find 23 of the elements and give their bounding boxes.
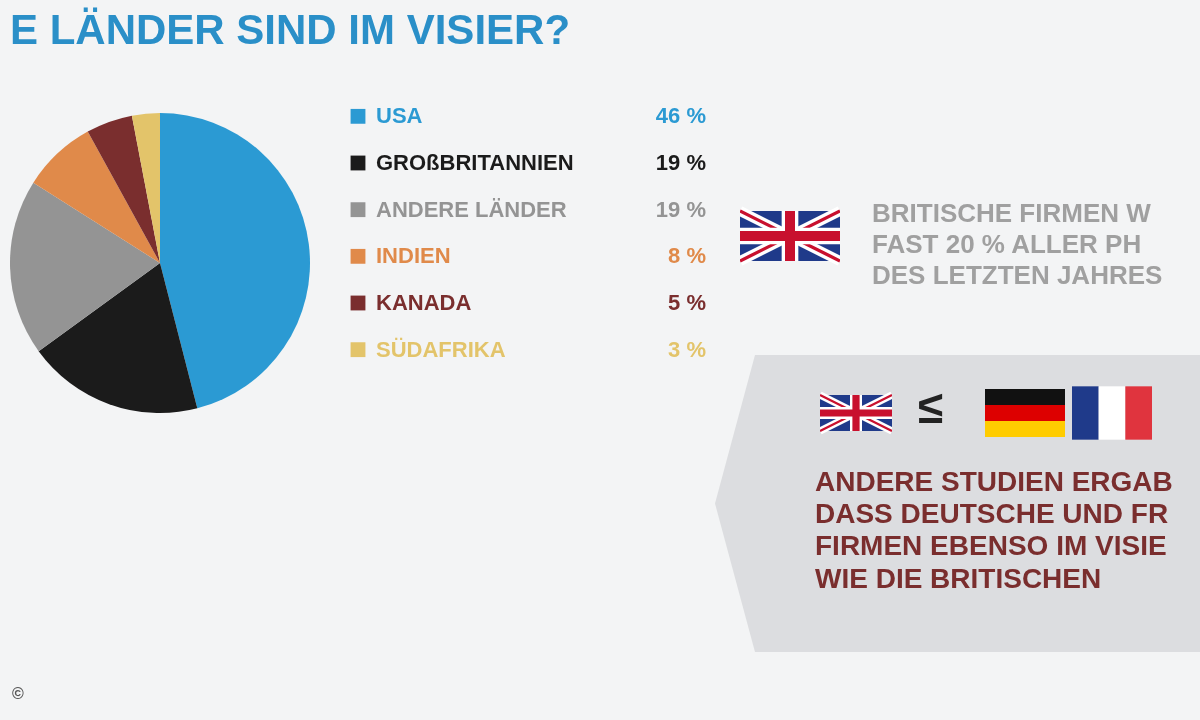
pie-slice bbox=[33, 131, 160, 263]
chart-title: E LÄNDER SIND IM VISIER? bbox=[10, 6, 571, 53]
data-label: 3 % bbox=[668, 336, 706, 362]
legend-label: INDIEN bbox=[376, 243, 451, 269]
data-label: 19 % bbox=[655, 150, 706, 175]
pie-slice bbox=[160, 113, 310, 409]
text: © bbox=[12, 685, 24, 702]
text: BRITISCHE FIRMEN W FAST 20 % ALLER PH DES LETZTEN JAHRES bbox=[872, 198, 1163, 292]
legend-label: KANADA bbox=[376, 290, 472, 315]
data-label: 19 % bbox=[655, 196, 706, 222]
pie-slice bbox=[87, 115, 160, 263]
legend-label: ANDERE LÄNDER bbox=[376, 196, 567, 222]
legend-label: USA bbox=[376, 103, 423, 129]
text: ≤ bbox=[918, 381, 944, 433]
pie-slice bbox=[38, 263, 198, 413]
data-label: 5 % bbox=[668, 290, 706, 315]
data-label: 46 % bbox=[655, 103, 706, 129]
data-label: 8 % bbox=[668, 243, 706, 269]
pie-slice bbox=[10, 182, 160, 352]
legend-label: SÜDAFRIKA bbox=[376, 336, 506, 362]
pie-slice bbox=[131, 113, 160, 263]
text: ANDERE STUDIEN ERGAB DASS DEUTSCHE UND FR FIRMEN EBENSO IM VISIE WIE DIE BRITISCHEN bbox=[815, 466, 1173, 595]
legend-label: GROßBRITANNIEN bbox=[376, 150, 574, 175]
